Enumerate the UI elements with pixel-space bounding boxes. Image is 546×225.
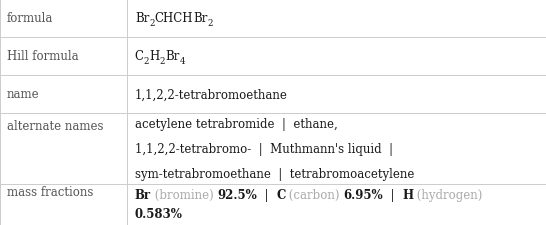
Text: 1,1,2,2-tetrabromo-  |  Muthmann's liquid  |: 1,1,2,2-tetrabromo- | Muthmann's liquid … <box>135 142 393 155</box>
Text: Br: Br <box>165 50 180 63</box>
Text: |: | <box>257 188 276 201</box>
Text: 2: 2 <box>207 19 213 28</box>
Text: 2: 2 <box>144 57 150 66</box>
Text: 92.5%: 92.5% <box>217 188 257 201</box>
Text: sym-tetrabromoethane  |  tetrabromoacetylene: sym-tetrabromoethane | tetrabromoacetyle… <box>135 167 414 180</box>
Text: (carbon): (carbon) <box>286 188 344 201</box>
Text: 0.583%: 0.583% <box>135 207 183 220</box>
Text: C: C <box>276 188 286 201</box>
Text: acetylene tetrabromide  |  ethane,: acetylene tetrabromide | ethane, <box>135 117 337 130</box>
Text: alternate names: alternate names <box>7 120 103 133</box>
Text: name: name <box>7 88 39 101</box>
Text: (hydrogen): (hydrogen) <box>413 188 483 201</box>
Text: Br: Br <box>135 188 151 201</box>
Text: Br: Br <box>193 12 207 25</box>
Text: H: H <box>402 188 413 201</box>
Text: |: | <box>383 188 402 201</box>
Text: 4: 4 <box>180 57 185 66</box>
Text: 2: 2 <box>149 19 155 28</box>
Text: 1,1,2,2-tetrabromoethane: 1,1,2,2-tetrabromoethane <box>135 88 288 101</box>
Text: Br: Br <box>135 12 149 25</box>
Text: formula: formula <box>7 12 53 25</box>
Text: Hill formula: Hill formula <box>7 50 78 63</box>
Text: 2: 2 <box>159 57 165 66</box>
Text: mass fractions: mass fractions <box>7 185 93 198</box>
Text: CHCH: CHCH <box>155 12 193 25</box>
Text: (bromine): (bromine) <box>151 188 217 201</box>
Text: 6.95%: 6.95% <box>344 188 383 201</box>
Text: C: C <box>135 50 144 63</box>
Text: H: H <box>150 50 159 63</box>
